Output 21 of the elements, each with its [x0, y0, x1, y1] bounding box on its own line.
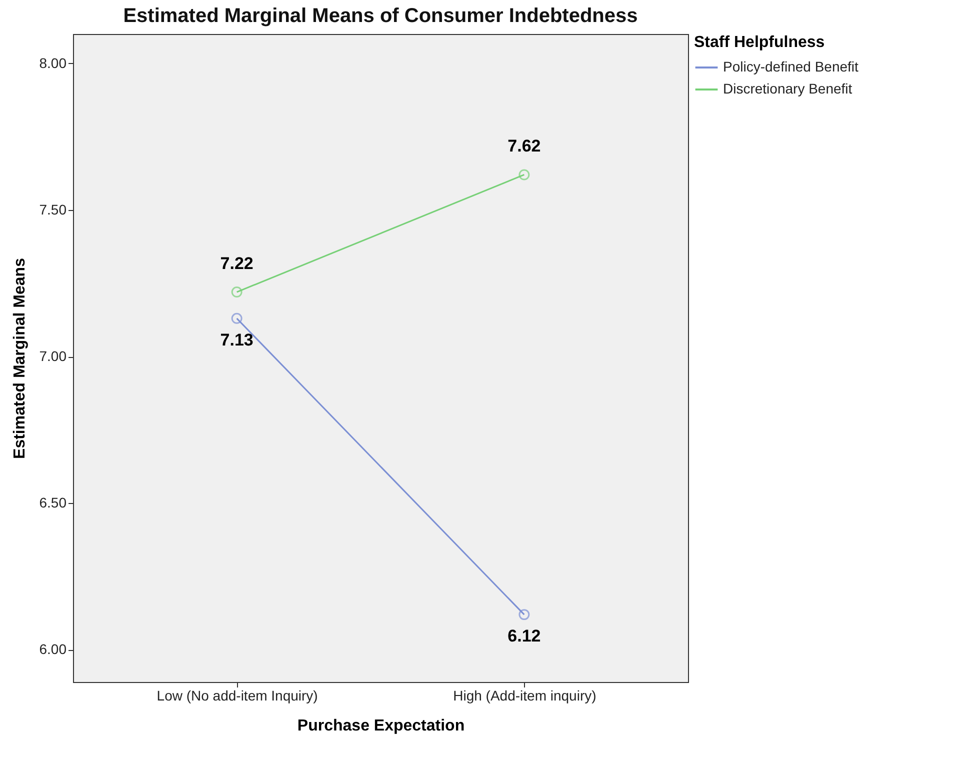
y-tick-label: 6.00 — [39, 641, 67, 658]
data-label: 7.22 — [220, 254, 254, 274]
legend-label: Discretionary Benefit — [723, 80, 852, 96]
point — [231, 286, 242, 298]
legend-label: Policy-defined Benefit — [723, 58, 859, 74]
point — [231, 312, 242, 324]
y-axis-title: Estimated Marginal Means — [11, 258, 28, 459]
data-label: 7.62 — [508, 136, 541, 156]
chart-title: Estimated Marginal Means of Consumer Indebtedness — [123, 5, 638, 27]
y-tick-label: 7.00 — [39, 348, 67, 364]
x-tick-label: Low (No add-item Inquiry) — [156, 688, 318, 704]
data-label: 6.12 — [508, 626, 541, 646]
y-tick-label: 6.50 — [39, 494, 67, 511]
point — [518, 609, 530, 620]
y-tick-label: 7.50 — [39, 201, 67, 218]
data-label: 7.13 — [220, 330, 254, 350]
x-axis-title: Purchase Expectation — [297, 718, 465, 734]
point — [518, 169, 530, 180]
y-tick-label: 8.00 — [39, 54, 67, 71]
legend-title: Staff Helpfulness — [694, 34, 825, 51]
x-tick-label: High (Add-item inquiry) — [453, 688, 596, 704]
